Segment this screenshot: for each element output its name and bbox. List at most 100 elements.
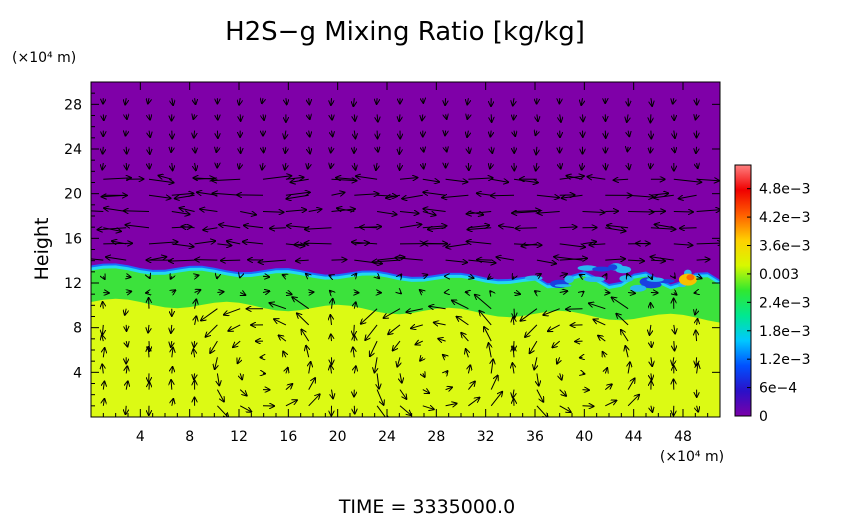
wind-vector bbox=[399, 389, 406, 399]
x-tick-label: 44 bbox=[625, 429, 643, 445]
wind-vector bbox=[239, 162, 240, 169]
colorbar: 4.8e−3 4.2e−3 3.6e−3 0.003 2.4e−3 1.8e−3 1.2e−… bbox=[734, 164, 811, 425]
wind-vector bbox=[224, 308, 241, 315]
wind-vector bbox=[180, 208, 195, 212]
wind-vector bbox=[331, 260, 347, 261]
wind-vector bbox=[217, 244, 231, 246]
wind-vector bbox=[589, 303, 606, 310]
wind-vector bbox=[365, 324, 378, 340]
turbulent-patch bbox=[554, 284, 572, 288]
wind-vector bbox=[428, 228, 446, 230]
wind-vector bbox=[696, 331, 697, 342]
wind-vector bbox=[386, 195, 401, 198]
wind-vector bbox=[467, 241, 492, 244]
wind-vector bbox=[106, 257, 127, 260]
wind-vector bbox=[171, 147, 172, 152]
wind-vector bbox=[285, 210, 306, 212]
wind-vector bbox=[262, 276, 269, 277]
wind-vector bbox=[537, 373, 539, 385]
wind-vector bbox=[103, 276, 104, 279]
wind-vector bbox=[305, 243, 332, 244]
wind-vector bbox=[233, 340, 241, 347]
wind-vector bbox=[393, 340, 401, 350]
wind-vector bbox=[559, 274, 567, 277]
wind-vector bbox=[566, 309, 583, 310]
wind-vector bbox=[468, 228, 492, 230]
turbulent-patch bbox=[619, 275, 634, 283]
heatmap-field bbox=[91, 82, 720, 417]
wind-vector bbox=[559, 227, 577, 228]
wind-vector bbox=[98, 228, 127, 230]
wind-vector bbox=[262, 212, 284, 213]
wind-vector bbox=[490, 130, 491, 137]
wind-vector bbox=[467, 212, 492, 214]
wind-vector bbox=[169, 260, 195, 261]
wind-vector bbox=[354, 324, 355, 336]
x-tick-label: 12 bbox=[230, 429, 248, 445]
wind-vector bbox=[400, 373, 402, 382]
wind-vector bbox=[628, 195, 653, 197]
wind-vector bbox=[283, 275, 286, 276]
wind-vector bbox=[422, 114, 423, 120]
wind-vector bbox=[262, 176, 291, 180]
wind-vector bbox=[239, 98, 240, 105]
wind-vector bbox=[103, 399, 104, 406]
wind-vector bbox=[588, 177, 606, 180]
wind-vector bbox=[103, 114, 104, 120]
wind-vector bbox=[203, 228, 218, 230]
wind-vector bbox=[479, 311, 492, 326]
wind-vector bbox=[171, 276, 172, 279]
wind-vector bbox=[375, 357, 378, 372]
wind-vector bbox=[696, 210, 720, 212]
wind-vector bbox=[148, 257, 166, 260]
wind-vector bbox=[171, 341, 172, 347]
wind-vector bbox=[354, 366, 356, 374]
wind-vector bbox=[452, 301, 469, 310]
wind-vector bbox=[446, 114, 447, 119]
wind-vector bbox=[673, 179, 702, 182]
wind-vector bbox=[274, 319, 287, 326]
turbulent-patch bbox=[564, 275, 574, 284]
wind-vector bbox=[285, 177, 304, 179]
wind-vector bbox=[200, 209, 218, 211]
wind-vector bbox=[411, 325, 423, 328]
wind-vector bbox=[286, 368, 288, 374]
wind-vector bbox=[513, 293, 520, 295]
wind-vector bbox=[582, 406, 594, 407]
wind-vector bbox=[514, 114, 515, 119]
wind-vector bbox=[513, 244, 542, 245]
wind-vector bbox=[353, 347, 354, 358]
wind-vector bbox=[423, 162, 424, 169]
wind-vector bbox=[206, 324, 218, 337]
wind-vector bbox=[614, 179, 629, 180]
wind-vector bbox=[286, 98, 287, 104]
wind-vector bbox=[446, 243, 469, 247]
wind-vector bbox=[457, 317, 469, 326]
wind-vector bbox=[513, 98, 514, 105]
wind-vector bbox=[332, 299, 333, 309]
wind-vector bbox=[172, 98, 173, 105]
x-tick-label: 16 bbox=[279, 429, 297, 445]
wind-vector bbox=[240, 212, 256, 215]
wind-vector bbox=[605, 401, 616, 407]
turbulent-patch bbox=[615, 266, 632, 274]
x-tick-label: 24 bbox=[378, 429, 396, 445]
wind-vector bbox=[103, 146, 104, 154]
wind-vector bbox=[491, 179, 508, 182]
wind-vector bbox=[352, 242, 378, 244]
wind-vector bbox=[172, 367, 173, 374]
wind-vector bbox=[423, 373, 425, 377]
wind-vector bbox=[445, 98, 446, 105]
wind-vector bbox=[195, 162, 196, 170]
colorbar-tick-label: 1.2e−3 bbox=[759, 352, 811, 368]
wind-vector bbox=[650, 162, 651, 168]
wind-vector bbox=[406, 309, 423, 312]
wind-vector bbox=[309, 98, 310, 104]
wind-vector bbox=[104, 208, 127, 212]
wind-vector bbox=[292, 297, 309, 310]
wind-vector bbox=[445, 179, 468, 182]
wind-vector bbox=[567, 176, 583, 180]
wind-vector bbox=[598, 336, 606, 342]
wind-vector bbox=[488, 276, 491, 279]
